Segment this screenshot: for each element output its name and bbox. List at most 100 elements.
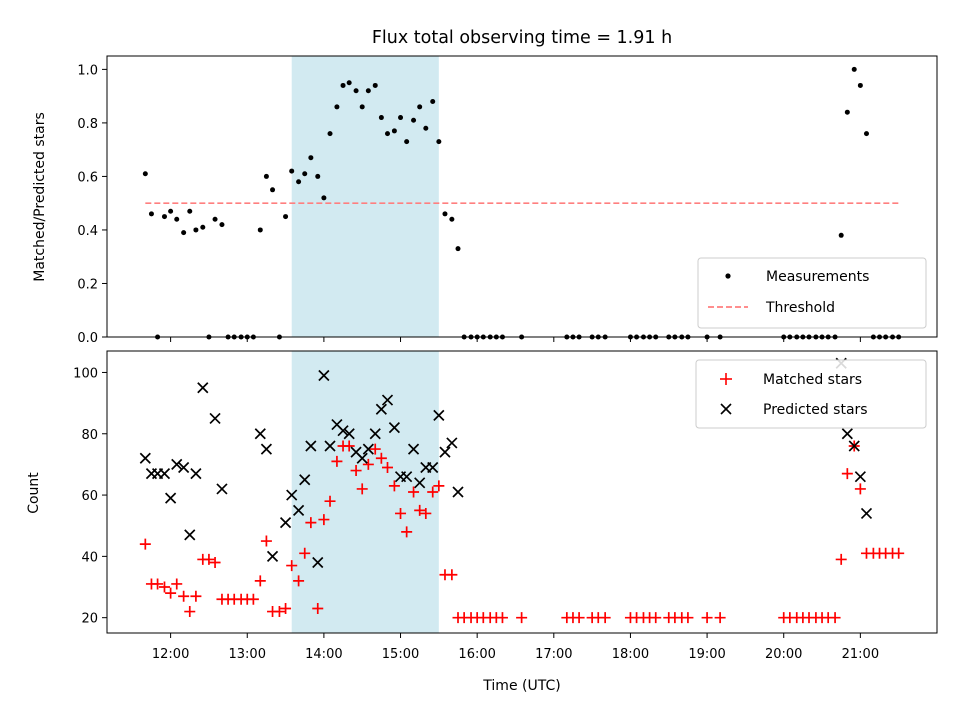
top-y-tick-label: 0.2 — [77, 277, 98, 292]
legend-matched-label: Matched stars — [763, 372, 862, 388]
predicted-star-point — [414, 477, 426, 489]
measurement-point — [174, 216, 180, 222]
measurement-point — [442, 211, 448, 217]
x-tick-label: 19:00 — [688, 647, 725, 662]
measurement-point — [321, 195, 327, 201]
matched-star-point — [312, 602, 324, 614]
bottom-y-tick-label: 60 — [81, 489, 98, 504]
matched-star-point — [254, 575, 266, 587]
predicted-star-point — [848, 440, 860, 452]
matched-star-point — [299, 547, 311, 559]
matched-star-point — [362, 458, 374, 470]
measurement-point — [365, 88, 371, 94]
legend-predicted-label: Predicted stars — [763, 402, 868, 418]
top-legend-box — [697, 257, 927, 329]
matched-star-point — [854, 483, 866, 495]
matched-star-point — [835, 553, 847, 565]
measurement-point — [378, 115, 384, 121]
matched-star-point — [331, 455, 343, 467]
predicted-star-point — [860, 507, 873, 520]
matched-star-point — [178, 590, 190, 602]
measurement-point — [359, 104, 365, 110]
measurement-point — [838, 232, 844, 238]
bottom-axes-frame — [106, 350, 938, 634]
bottom-y-tick-label: 80 — [81, 428, 98, 443]
legend-measurements-label: Measurements — [766, 269, 869, 285]
top-y-tick-label: 0.0 — [77, 331, 98, 346]
measurement-point — [411, 117, 417, 123]
matched-star-point — [280, 602, 292, 614]
predicted-star-point — [254, 428, 266, 440]
measurement-point — [423, 125, 429, 131]
predicted-star-point — [178, 461, 190, 474]
measurement-point — [181, 230, 187, 236]
matched-star-point — [343, 440, 355, 452]
measurement-point — [353, 88, 359, 94]
top-legend: Measurements Threshold — [697, 257, 927, 329]
matched-star-point — [293, 575, 305, 587]
matched-star-point — [203, 553, 215, 565]
measurement-point — [430, 98, 436, 104]
predicted-star-point — [407, 443, 420, 455]
matched-star-point — [714, 612, 726, 624]
measurement-point — [851, 66, 857, 72]
predicted-star-point — [197, 382, 209, 394]
measurement-point — [857, 82, 863, 88]
predicted-star-point — [439, 446, 451, 458]
x-tick-label: 16:00 — [458, 647, 495, 662]
measurement-point — [455, 246, 461, 252]
measurement-point — [270, 187, 276, 193]
matched-star-point — [573, 612, 585, 624]
measurement-point — [315, 173, 321, 179]
predicted-star-point — [184, 529, 196, 541]
x-tick-label: 12:00 — [152, 647, 189, 662]
measurement-point — [334, 104, 340, 110]
measurement-point — [296, 179, 302, 185]
x-tick-label: 17:00 — [535, 647, 572, 662]
matched-star-point — [446, 569, 458, 581]
matched-star-point — [158, 581, 170, 593]
matched-star-point — [496, 612, 508, 624]
measurement-point — [346, 80, 352, 86]
predicted-star-point — [433, 409, 445, 421]
measurement-point — [436, 139, 442, 145]
legend-predicted-marker — [720, 403, 732, 415]
predicted-star-point — [446, 437, 458, 449]
measurement-point — [308, 155, 314, 161]
matched-star-point — [682, 612, 694, 624]
measurement-point — [283, 214, 289, 220]
predicted-star-point — [452, 486, 464, 498]
predicted-star-point — [854, 471, 866, 483]
predicted-star-point — [318, 369, 330, 382]
measurement-point — [327, 131, 333, 137]
predicted-star-point — [362, 443, 374, 455]
measurement-point — [142, 171, 148, 177]
measurement-point — [289, 168, 295, 174]
predicted-star-point — [312, 556, 324, 569]
predicted-star-point — [266, 550, 279, 562]
x-tick-label: 14:00 — [305, 647, 342, 662]
matched-star-point — [893, 547, 905, 559]
measurement-point — [193, 227, 199, 233]
matched-star-point — [286, 560, 298, 572]
measurement-point — [417, 104, 423, 110]
top-y-tick-label: 0.8 — [77, 117, 98, 132]
bottom-y-tick-label: 40 — [81, 550, 98, 565]
measurement-point — [863, 131, 869, 137]
measurement-point — [148, 211, 154, 217]
predicted-star-point — [427, 461, 439, 474]
measurement-point — [372, 82, 378, 88]
matched-star-point — [209, 557, 221, 568]
matched-star-point — [420, 507, 432, 519]
x-tick-label: 20:00 — [765, 647, 802, 662]
matched-star-point — [401, 526, 413, 538]
chart-title: Flux total observing time = 1.91 h — [372, 28, 672, 48]
matched-star-point — [190, 590, 202, 602]
bottom-legend: Matched stars Predicted stars — [695, 359, 927, 429]
predicted-star-point — [337, 425, 349, 437]
matched-star-point — [273, 606, 285, 618]
top-y-tick-label: 0.6 — [77, 170, 98, 185]
matched-star-point — [841, 468, 853, 480]
matched-star-point — [650, 612, 662, 624]
